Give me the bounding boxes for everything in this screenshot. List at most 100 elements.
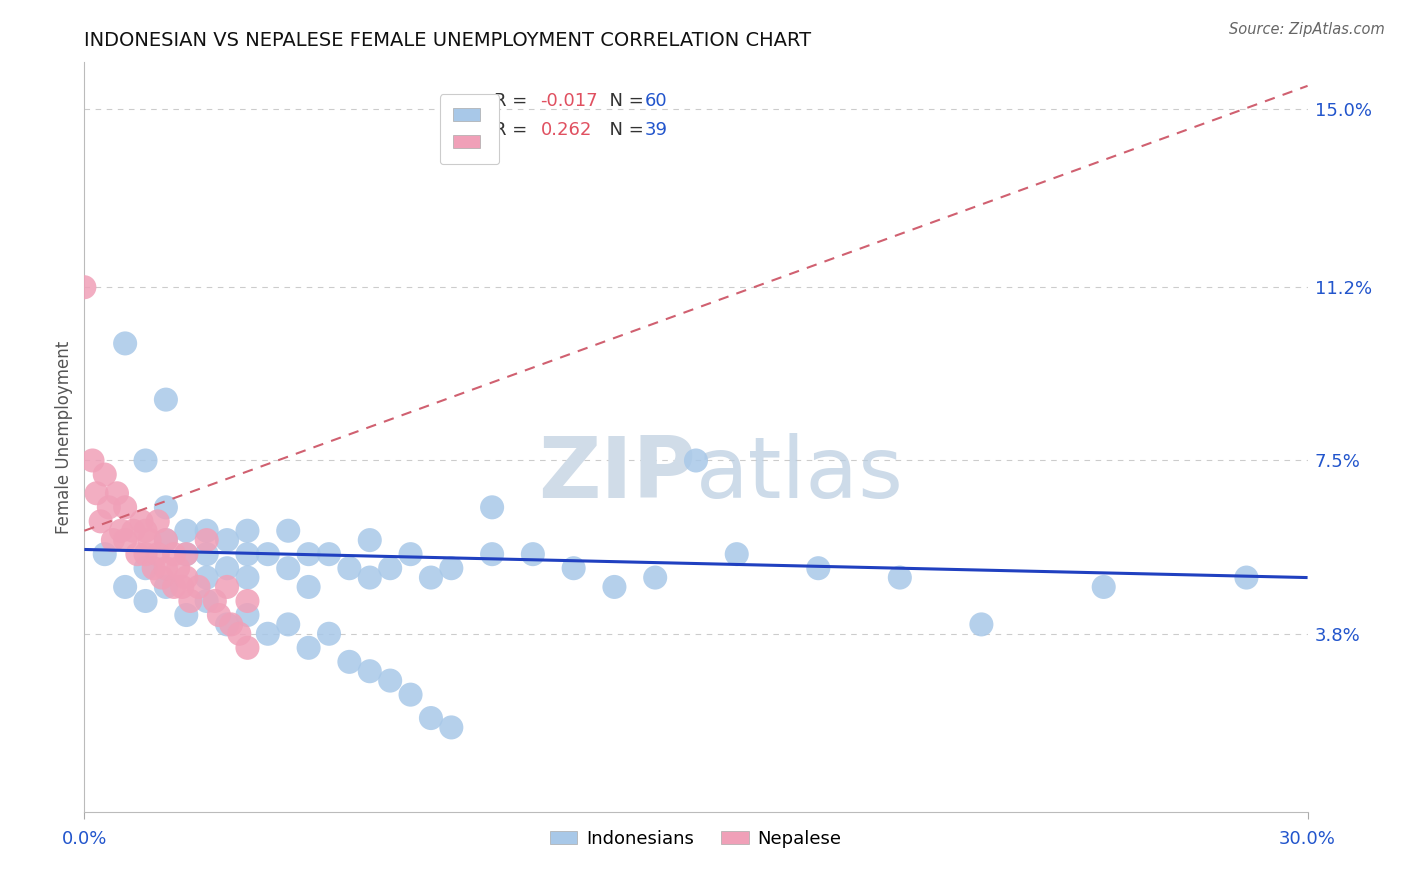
Point <box>277 561 299 575</box>
Point <box>359 571 381 585</box>
Point <box>298 547 321 561</box>
Point <box>187 580 209 594</box>
Text: -0.017: -0.017 <box>541 93 598 111</box>
Text: Source: ZipAtlas.com: Source: ZipAtlas.com <box>1229 22 1385 37</box>
Point <box>208 608 231 623</box>
Point <box>236 640 259 655</box>
Point <box>807 561 830 575</box>
Point <box>236 594 259 608</box>
Point <box>131 514 153 528</box>
Point <box>219 617 242 632</box>
Point <box>90 514 112 528</box>
Point <box>440 561 463 575</box>
Point <box>93 467 115 482</box>
Point <box>122 524 145 538</box>
Point <box>1236 571 1258 585</box>
Point <box>195 594 218 608</box>
Point <box>603 580 626 594</box>
Point <box>174 547 197 561</box>
Point <box>298 580 321 594</box>
Point <box>146 514 169 528</box>
Point <box>150 571 173 585</box>
Point <box>195 533 218 547</box>
Point <box>179 594 201 608</box>
Point <box>236 608 259 623</box>
Point <box>195 547 218 561</box>
Point <box>142 561 165 575</box>
Text: INDONESIAN VS NEPALESE FEMALE UNEMPLOYMENT CORRELATION CHART: INDONESIAN VS NEPALESE FEMALE UNEMPLOYME… <box>84 30 811 50</box>
Point <box>163 547 186 561</box>
Point <box>172 580 194 594</box>
Point <box>236 571 259 585</box>
Point <box>318 547 340 561</box>
Point <box>359 664 381 679</box>
Text: R =: R = <box>494 93 533 111</box>
Point <box>1092 580 1115 594</box>
Point <box>114 580 136 594</box>
Point <box>562 561 585 575</box>
Point <box>163 580 186 594</box>
Point <box>236 547 259 561</box>
Point <box>359 533 381 547</box>
Point <box>217 561 239 575</box>
Point <box>174 524 197 538</box>
Point <box>195 524 218 538</box>
Point <box>97 500 120 515</box>
Point <box>481 547 503 561</box>
Point <box>889 571 911 585</box>
Point <box>101 533 124 547</box>
Point <box>135 524 157 538</box>
Point <box>105 486 128 500</box>
Point <box>110 524 132 538</box>
Point <box>155 580 177 594</box>
Point <box>127 547 149 561</box>
Point <box>380 673 402 688</box>
Text: N =: N = <box>598 93 650 111</box>
Point <box>217 617 239 632</box>
Point <box>114 500 136 515</box>
Point <box>135 594 157 608</box>
Point <box>167 561 190 575</box>
Point <box>135 453 157 467</box>
Text: 60: 60 <box>644 93 668 111</box>
Point <box>236 524 259 538</box>
Text: 0.262: 0.262 <box>541 121 592 139</box>
Point <box>399 688 422 702</box>
Text: 39: 39 <box>644 121 668 139</box>
Point <box>380 561 402 575</box>
Point <box>685 453 707 467</box>
Point <box>522 547 544 561</box>
Point <box>174 608 197 623</box>
Point <box>257 626 280 640</box>
Point <box>399 547 422 561</box>
Point <box>82 453 104 467</box>
Point <box>277 524 299 538</box>
Point <box>174 547 197 561</box>
Point <box>339 561 361 575</box>
Point <box>93 547 115 561</box>
Point <box>114 336 136 351</box>
Point <box>298 640 321 655</box>
Point <box>644 571 666 585</box>
Point <box>155 500 177 515</box>
Text: N =: N = <box>598 121 650 139</box>
Text: atlas: atlas <box>696 433 904 516</box>
Point <box>195 571 218 585</box>
Point <box>73 280 96 294</box>
Point <box>155 533 177 547</box>
Point <box>174 571 197 585</box>
Point <box>155 561 177 575</box>
Point <box>481 500 503 515</box>
Text: ZIP: ZIP <box>538 433 696 516</box>
Point <box>228 626 250 640</box>
Point <box>440 721 463 735</box>
Point <box>114 533 136 547</box>
Point <box>420 571 443 585</box>
Point <box>420 711 443 725</box>
Text: R =: R = <box>494 121 538 139</box>
Y-axis label: Female Unemployment: Female Unemployment <box>55 341 73 533</box>
Point <box>725 547 748 561</box>
Point <box>86 486 108 500</box>
Point <box>257 547 280 561</box>
Point <box>155 392 177 407</box>
